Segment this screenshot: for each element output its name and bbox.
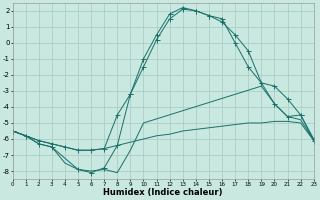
X-axis label: Humidex (Indice chaleur): Humidex (Indice chaleur) (103, 188, 223, 197)
